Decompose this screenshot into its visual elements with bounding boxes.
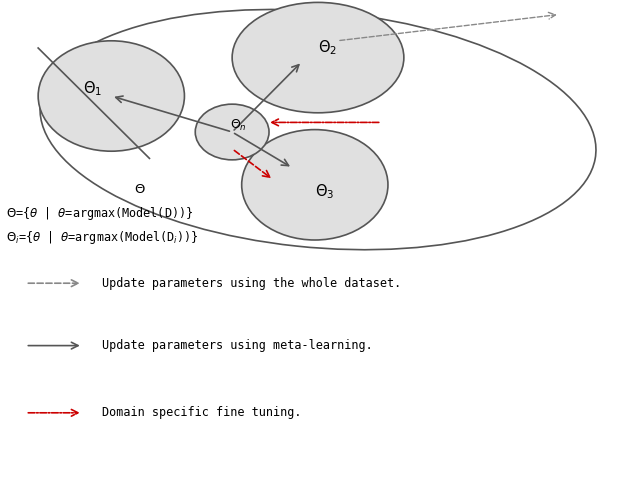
Ellipse shape bbox=[195, 104, 269, 160]
Text: Update parameters using the whole dataset.: Update parameters using the whole datase… bbox=[102, 276, 401, 290]
Ellipse shape bbox=[242, 130, 388, 240]
Text: Update parameters using meta-learning.: Update parameters using meta-learning. bbox=[102, 339, 373, 352]
Text: $\Theta_3$: $\Theta_3$ bbox=[315, 183, 334, 201]
Text: $\Theta$={$\theta$ | $\theta$=argmax(Model(D))}: $\Theta$={$\theta$ | $\theta$=argmax(Mod… bbox=[6, 205, 193, 222]
Text: $\Theta_2$: $\Theta_2$ bbox=[318, 39, 337, 57]
Ellipse shape bbox=[38, 41, 184, 151]
Ellipse shape bbox=[232, 2, 404, 113]
Text: $\Theta_1$: $\Theta_1$ bbox=[83, 80, 102, 98]
Text: $\Theta_n$: $\Theta_n$ bbox=[230, 118, 247, 133]
Text: $\Theta_i$={$\theta$ | $\theta$=argmax(Model(D$_i$))}: $\Theta_i$={$\theta$ | $\theta$=argmax(M… bbox=[6, 229, 199, 246]
Text: $\Theta$: $\Theta$ bbox=[134, 183, 146, 196]
Text: Domain specific fine tuning.: Domain specific fine tuning. bbox=[102, 406, 301, 420]
